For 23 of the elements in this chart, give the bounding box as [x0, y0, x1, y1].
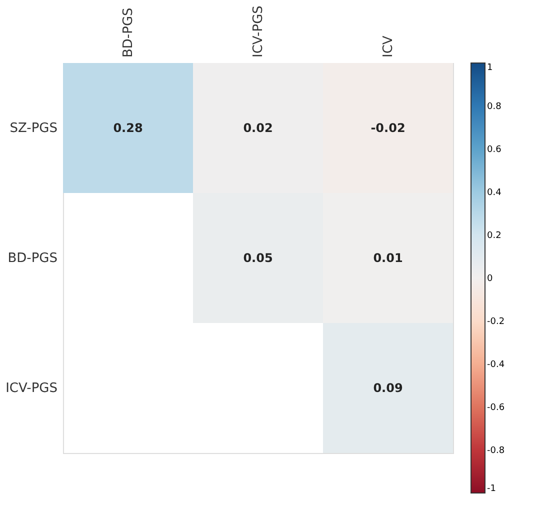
x-tick-label: ICV-PGS [251, 6, 266, 58]
color-bar-label: 1 [487, 63, 493, 73]
x-tick-label: BD-PGS [121, 8, 136, 58]
color-bar-label: 0.8 [487, 102, 502, 112]
color-bar-label: 0.2 [487, 231, 502, 241]
color-bar-label: -0.8 [487, 446, 505, 456]
y-tick-label: SZ-PGS [10, 121, 58, 136]
x-tick-label: ICV [381, 36, 396, 58]
data-label: 0.01 [373, 251, 403, 265]
color-bar-label: 0.6 [487, 145, 502, 155]
data-label: 0.09 [373, 381, 403, 395]
color-bar-label: -0.2 [487, 317, 505, 327]
color-bar-label: 0 [487, 274, 493, 284]
data-label: 0.28 [113, 121, 143, 135]
y-tick-label: BD-PGS [8, 251, 58, 266]
data-label: 0.02 [243, 121, 273, 135]
y-tick-label: ICV-PGS [6, 381, 58, 396]
color-bar-label: -1 [487, 484, 496, 494]
color-bar-label: 0.4 [487, 188, 502, 198]
data-label: 0.05 [243, 251, 273, 265]
color-bar-label: -0.6 [487, 403, 505, 413]
color-bar-label: -0.4 [487, 360, 505, 370]
data-label: -0.02 [370, 121, 406, 135]
